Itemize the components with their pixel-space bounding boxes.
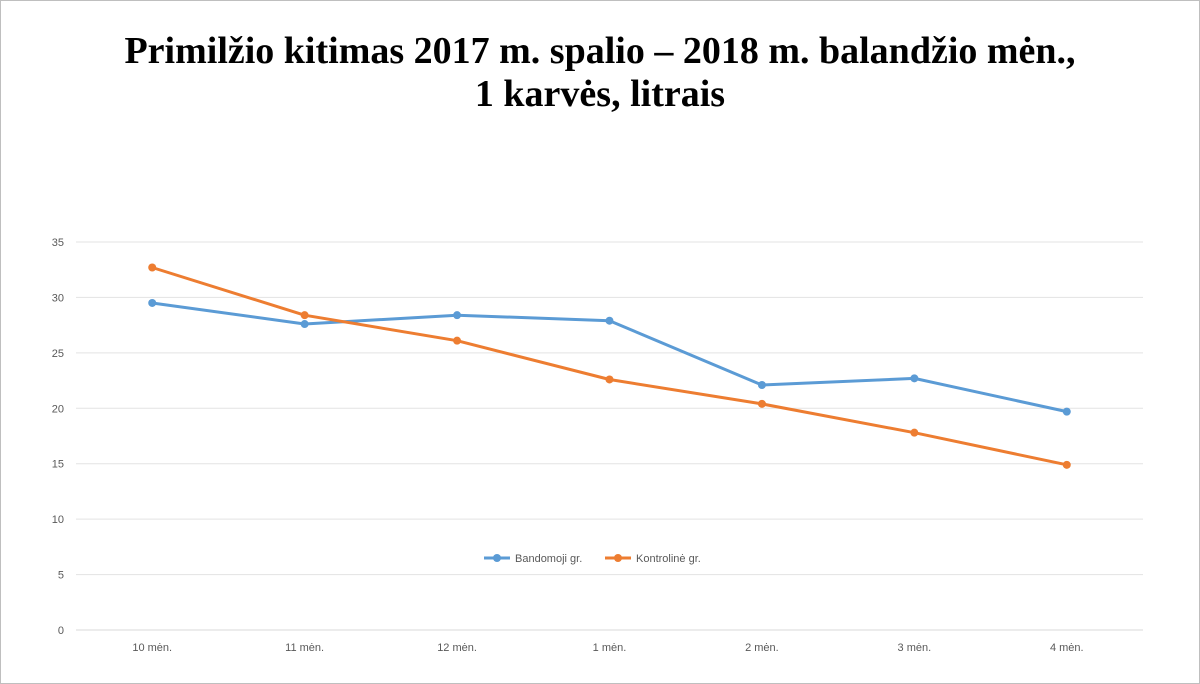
- legend-marker: [614, 554, 622, 562]
- data-point: [300, 320, 309, 329]
- chart-title: Primilžio kitimas 2017 m. spalio – 2018 …: [0, 30, 1200, 116]
- y-tick-label: 30: [52, 292, 64, 304]
- data-point: [453, 336, 462, 345]
- data-point: [757, 381, 766, 390]
- y-axis-ticks: 0 5 10 15 20 25 30 35: [52, 237, 64, 637]
- data-point: [605, 375, 614, 384]
- legend-label: Bandomoji gr.: [515, 553, 582, 565]
- data-point: [910, 428, 919, 437]
- legend-marker: [493, 554, 501, 562]
- series-2: [148, 263, 1071, 469]
- data-point: [300, 311, 309, 320]
- y-tick-label: 35: [52, 237, 64, 249]
- data-point: [910, 374, 919, 383]
- y-tick-label: 15: [52, 459, 64, 471]
- legend-item: Bandomoji gr.: [484, 553, 582, 565]
- data-point: [605, 316, 614, 325]
- x-tick-label: 2 mėn.: [745, 642, 779, 654]
- y-tick-label: 0: [58, 625, 64, 637]
- legend-label: Kontrolinė gr.: [636, 553, 701, 565]
- legend-item: Kontrolinė gr.: [605, 553, 701, 565]
- y-tick-label: 5: [58, 570, 64, 582]
- y-tick-label: 10: [52, 514, 64, 526]
- data-point: [757, 399, 766, 408]
- x-tick-label: 1 mėn.: [593, 642, 627, 654]
- chart-title-line-2: 1 karvės, litrais: [474, 73, 726, 115]
- x-tick-label: 11 mėn.: [285, 642, 324, 654]
- x-tick-label: 3 mėn.: [898, 642, 932, 654]
- series-1: [148, 298, 1071, 416]
- chart-title-line-1: Primilžio kitimas 2017 m. spalio – 2018 …: [124, 30, 1076, 72]
- legend: Bandomoji gr. Kontrolinė gr.: [484, 553, 701, 565]
- y-tick-label: 25: [52, 348, 64, 360]
- x-axis-ticks: 10 mėn. 11 mėn. 12 mėn. 1 mėn. 2 mėn. 3 mėn. 4…: [132, 642, 1083, 654]
- data-point: [1062, 460, 1071, 469]
- data-point: [1062, 407, 1071, 416]
- x-tick-label: 10 mėn.: [132, 642, 172, 654]
- series-lines: [148, 263, 1071, 469]
- data-point: [453, 311, 462, 320]
- data-point: [148, 263, 157, 272]
- x-tick-label: 12 mėn.: [437, 642, 477, 654]
- data-point: [148, 298, 157, 307]
- gridlines: [76, 241, 1143, 631]
- x-tick-label: 4 mėn.: [1050, 642, 1084, 654]
- y-tick-label: 20: [52, 403, 64, 415]
